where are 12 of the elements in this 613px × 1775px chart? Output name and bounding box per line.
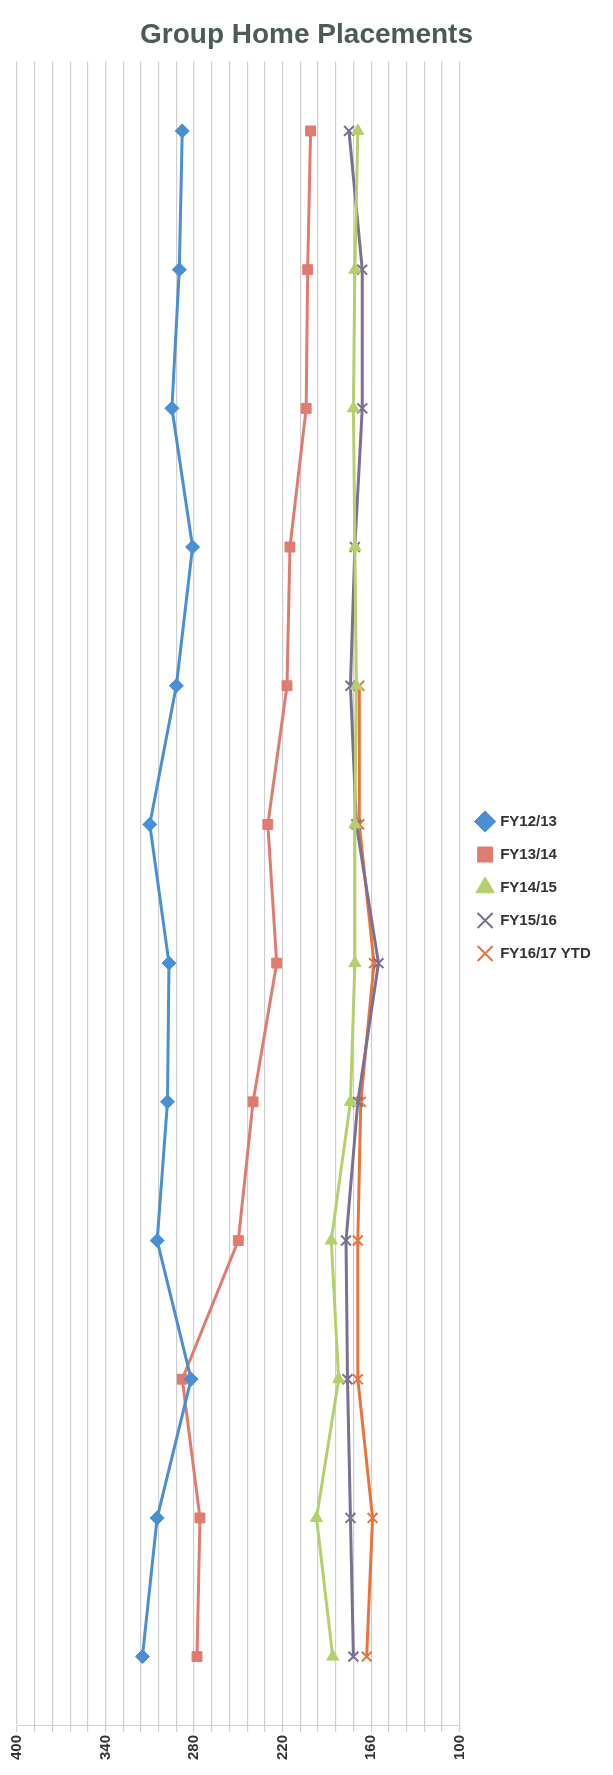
x-tick-label: 220 xyxy=(272,1734,290,1760)
legend-label: FY13/14 xyxy=(500,844,558,862)
x-tick-label: 340 xyxy=(95,1734,113,1760)
x-tick-label: 280 xyxy=(184,1734,202,1760)
x-tick-label: 100 xyxy=(449,1734,467,1760)
legend-label: FY15/16 xyxy=(500,910,557,928)
x-tick-label: 160 xyxy=(361,1734,379,1760)
legend-label: FY14/15 xyxy=(500,877,557,895)
chart-title: Group Home Placements xyxy=(140,17,473,49)
legend-label: FY16/17 YTD xyxy=(500,943,591,961)
x-tick-label: 400 xyxy=(7,1734,25,1760)
legend-label: FY12/13 xyxy=(500,811,557,829)
